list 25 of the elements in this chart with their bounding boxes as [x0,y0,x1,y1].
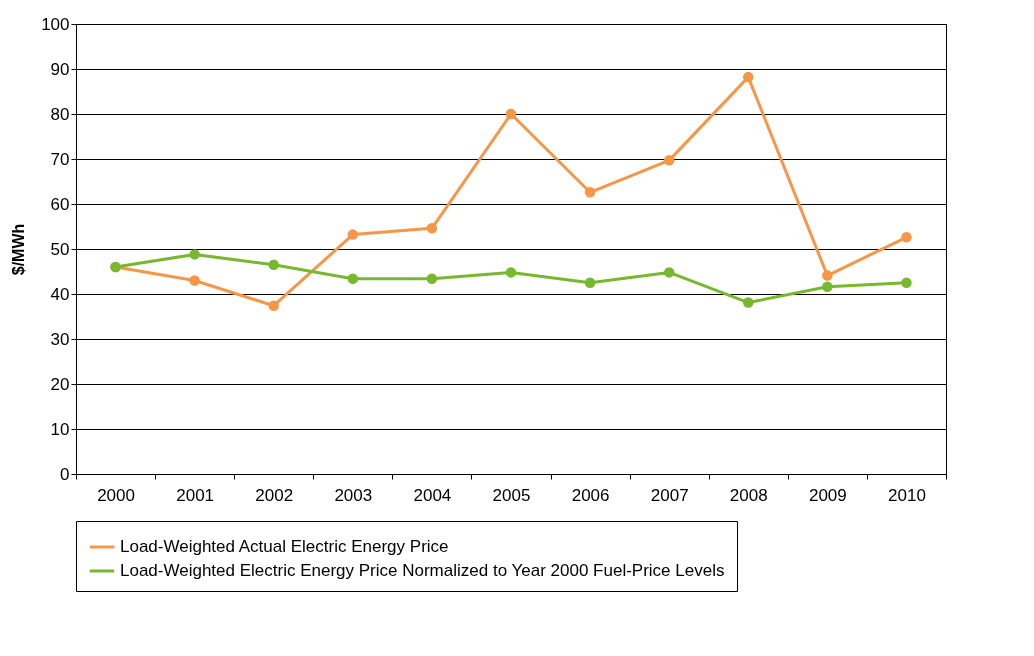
x-tick-label: 2003 [334,485,373,505]
y-tick-label: 50 [50,239,70,259]
x-tick-label: 2010 [888,485,926,505]
x-tick-label: 2001 [176,485,215,505]
y-tick-label: 60 [50,194,70,214]
y-tick-label: 30 [50,329,70,349]
y-tick-label: 10 [50,419,70,439]
x-tick-label: 2009 [808,485,847,505]
y-tick-label: 100 [41,14,70,34]
x-tick-label: 2006 [571,485,610,505]
y-tick-label: 70 [50,149,70,169]
legend-label: Load-Weighted Actual Electric Energy Price [120,537,449,556]
x-tick-label: 2000 [97,485,135,505]
x-tick-label: 2005 [492,485,531,505]
y-tick-label: 0 [60,464,70,484]
y-tick-label: 90 [50,59,70,79]
x-tick-label: 2002 [255,485,294,505]
x-tick-label: 2007 [650,485,689,505]
y-tick-label: 80 [50,104,70,124]
y-tick-label: 20 [50,374,70,394]
y-tick-label: 40 [50,284,70,304]
legend-label: Load-Weighted Electric Energy Price Normalized to Year 2000 Fuel-Price Levels [120,561,725,580]
x-tick-label: 2008 [729,485,768,505]
x-tick-label: 2004 [413,485,452,505]
y-axis-title: $/MWh [10,223,28,276]
